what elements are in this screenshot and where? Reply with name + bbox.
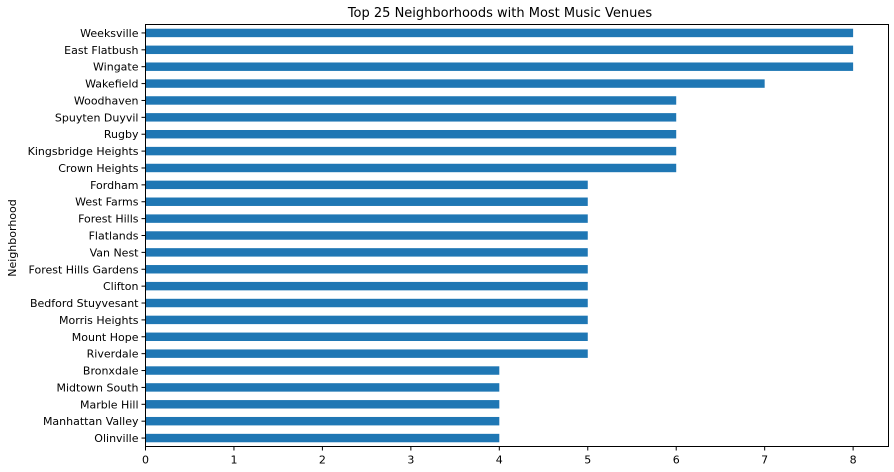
y-axis-label: Neighborhood — [6, 199, 19, 276]
category-label: Bronxdale — [83, 365, 139, 378]
category-label: Spuyten Duyvil — [55, 111, 139, 124]
x-tick-label: 3 — [407, 454, 414, 467]
bar-wingate — [145, 62, 854, 71]
category-label: Forest Hills Gardens — [29, 263, 139, 276]
bar-olinville — [145, 433, 500, 443]
category-label: Mount Hope — [72, 331, 139, 344]
category-label: Crown Heights — [58, 162, 139, 175]
bar-forest-hills — [145, 214, 588, 223]
bar-crown-heights — [145, 163, 677, 173]
category-label: East Flatbush — [64, 44, 138, 57]
bar-marble-hill — [145, 400, 500, 409]
bar-woodhaven — [145, 96, 677, 105]
plot-frame — [145, 24, 889, 447]
bar-rugby — [145, 130, 677, 139]
category-label: Morris Heights — [59, 314, 139, 327]
bar-weeksville — [145, 28, 854, 38]
bar-wakefield — [145, 79, 765, 88]
x-tick-label: 2 — [319, 454, 326, 467]
category-label: Weeksville — [80, 27, 139, 40]
category-label: Manhattan Valley — [43, 415, 139, 428]
bar-midtown-south — [145, 383, 500, 392]
bar-manhattan-valley — [145, 416, 500, 426]
category-label: Marble Hill — [80, 398, 139, 411]
category-label: Woodhaven — [74, 94, 139, 107]
bar-west-farms — [145, 197, 588, 206]
bar-flatlands — [145, 231, 588, 240]
x-tick-label: 1 — [230, 454, 237, 467]
x-tick-label: 0 — [142, 454, 149, 467]
bar-east-flatbush — [145, 45, 854, 55]
x-tick-label: 5 — [584, 454, 591, 467]
bar-bedford-stuyvesant — [145, 298, 588, 308]
category-label: Wingate — [93, 61, 139, 74]
category-label: West Farms — [75, 196, 139, 209]
bar-morris-heights — [145, 315, 588, 325]
category-label: Forest Hills — [78, 213, 139, 226]
category-label: Fordham — [90, 179, 138, 192]
category-label: Rugby — [104, 128, 139, 141]
category-label: Van Nest — [90, 246, 140, 259]
bar-van-nest — [145, 248, 588, 257]
category-label: Bedford Stuyvesant — [30, 297, 139, 310]
bar-mount-hope — [145, 332, 588, 341]
chart-title: Top 25 Neighborhoods with Most Music Ven… — [347, 6, 653, 21]
category-label: Olinville — [94, 432, 138, 445]
category-label: Wakefield — [85, 78, 138, 91]
bar-bronxdale — [145, 366, 500, 375]
bars-group — [145, 28, 854, 443]
category-label: Riverdale — [87, 348, 139, 361]
bar-fordham — [145, 180, 588, 190]
bar-forest-hills-gardens — [145, 265, 588, 274]
bar-spuyten-duyvil — [145, 113, 677, 122]
category-label: Midtown South — [56, 381, 138, 394]
category-label: Flatlands — [89, 230, 139, 243]
bar-riverdale — [145, 349, 588, 358]
x-ticks: 0 1 2 3 4 5 6 7 8 — [141, 32, 857, 467]
category-label: Clifton — [103, 280, 139, 293]
bar-clifton — [145, 281, 588, 291]
x-tick-label: 7 — [761, 454, 768, 467]
x-tick-label: 8 — [850, 454, 857, 467]
category-labels: Weeksville East Flatbush Wingate Wakefield W… — [28, 27, 140, 445]
x-tick-label: 4 — [496, 454, 503, 467]
bar-kingsbridge-heights — [145, 146, 677, 156]
category-label: Kingsbridge Heights — [28, 145, 139, 158]
x-tick-label: 6 — [673, 454, 680, 467]
